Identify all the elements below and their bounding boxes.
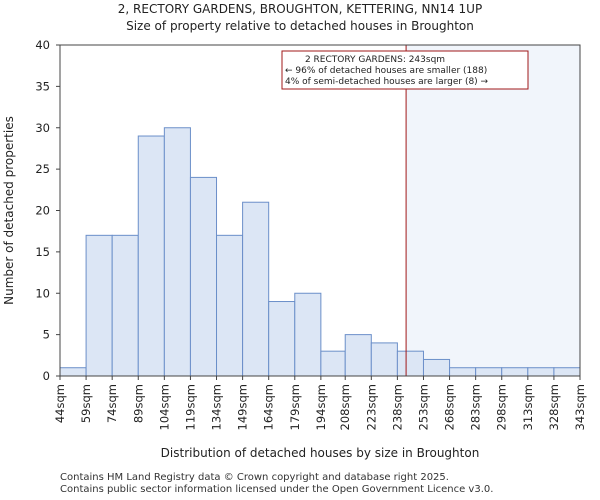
annotation-line1: 2 RECTORY GARDENS: 243sqm [305, 55, 445, 65]
annotation-line2: ← 96% of detached houses are smaller (18… [285, 66, 487, 76]
footer-copyright: Contains HM Land Registry data © Crown c… [60, 472, 449, 483]
x-tick-label: 89sqm [131, 384, 145, 423]
x-tick-label: 74sqm [105, 384, 119, 423]
y-tick-label: 5 [43, 328, 50, 342]
x-tick-label: 313sqm [521, 384, 535, 430]
x-tick-label: 104sqm [157, 384, 171, 430]
histogram-bar [320, 350, 346, 377]
footer-licence: Contains public sector information licen… [60, 484, 494, 495]
larger-region-shade [406, 45, 580, 376]
x-tick-label: 194sqm [314, 384, 328, 430]
histogram-bar [163, 127, 191, 377]
x-tick-label: 328sqm [547, 384, 561, 430]
x-tick-label: 238sqm [390, 384, 404, 430]
x-tick-label: 44sqm [53, 384, 67, 423]
histogram-bar [59, 367, 87, 377]
annotation-line3: 4% of semi-detached houses are larger (8… [285, 77, 489, 87]
histogram-bar [85, 234, 113, 377]
x-tick-label: 134sqm [210, 384, 224, 430]
x-tick-label: 343sqm [573, 384, 587, 430]
chart-title-line1: 2, RECTORY GARDENS, BROUGHTON, KETTERING… [118, 2, 482, 16]
x-tick-label: 268sqm [443, 384, 457, 430]
marker-annotation: 2 RECTORY GARDENS: 243sqm ← 96% of detac… [281, 50, 529, 90]
x-tick-label: 119sqm [183, 384, 197, 430]
histogram-bar [527, 367, 555, 377]
histogram-bar [137, 135, 165, 377]
x-tick-label: 283sqm [469, 384, 483, 430]
y-tick-label: 20 [35, 204, 50, 218]
y-tick-label: 30 [35, 121, 50, 135]
y-tick-label: 0 [43, 369, 50, 383]
histogram-bar [475, 367, 503, 377]
y-tick-label: 40 [35, 38, 50, 52]
histogram-bar [294, 292, 322, 377]
histogram-bar [553, 367, 581, 377]
x-axis-label: Distribution of detached houses by size … [161, 446, 480, 460]
histogram-bar [396, 350, 424, 377]
x-tick-label: 208sqm [338, 384, 352, 430]
histogram-bar [501, 367, 529, 377]
x-tick-label: 253sqm [416, 384, 430, 430]
x-tick-label: 59sqm [79, 384, 93, 423]
x-tick-label: 179sqm [288, 384, 302, 430]
y-tick-label: 25 [35, 162, 50, 176]
histogram-bar [189, 176, 218, 377]
histogram-bar [216, 234, 244, 377]
histogram-bar [370, 342, 398, 377]
histogram-bar [111, 234, 139, 377]
x-tick-label: 164sqm [262, 384, 276, 430]
y-tick-label: 10 [35, 286, 50, 300]
histogram-bar [242, 201, 270, 377]
x-tick-label: 149sqm [236, 384, 250, 430]
annotation-box [281, 50, 529, 90]
y-tick-label: 35 [35, 79, 50, 93]
x-tick-label: 223sqm [364, 384, 378, 430]
chart-title-line2: Size of property relative to detached ho… [126, 19, 474, 33]
histogram-bar [268, 301, 296, 377]
histogram-bar [422, 358, 451, 377]
histogram-bar [344, 334, 372, 377]
x-tick-label: 298sqm [495, 384, 509, 430]
y-axis-label: Number of detached properties [2, 116, 16, 305]
y-tick-label: 15 [35, 245, 50, 259]
histogram-bar [449, 367, 477, 377]
